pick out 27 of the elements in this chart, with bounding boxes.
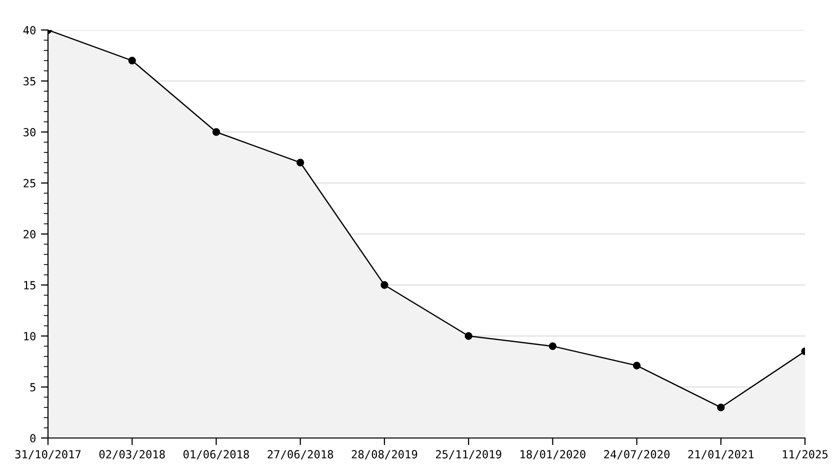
- y-tick-label: 15: [24, 281, 36, 290]
- point: [548, 342, 556, 350]
- y-tick-label: 5: [30, 383, 36, 392]
- point: [717, 404, 725, 412]
- point: [464, 332, 472, 340]
- point: [632, 362, 641, 370]
- x-tick-label: 21/01/2021: [688, 450, 754, 460]
- point: [380, 281, 388, 289]
- x-tick-label: 31/10/2017: [15, 450, 81, 460]
- x-tick-label: 18/01/2020: [520, 450, 586, 460]
- y-tick-label: 0: [30, 434, 36, 442]
- y-tick-label: 10: [24, 332, 36, 340]
- x-tick-label: 28/08/2019: [352, 450, 418, 460]
- x-tick-label: 27/06/2018: [268, 450, 334, 460]
- x-tick-label: 01/06/2018: [184, 450, 249, 460]
- point: [212, 128, 220, 136]
- point: [128, 56, 136, 64]
- x-tick-label: 25/11/2019: [436, 450, 502, 460]
- x-tick-label: 02/03/2018: [99, 450, 165, 460]
- y-tick-label: 40: [23, 26, 36, 34]
- y-tick-label: 20: [24, 230, 36, 238]
- y-tick-label: 25: [24, 179, 36, 188]
- point: [296, 158, 304, 166]
- y-tick-label: 30: [24, 128, 36, 136]
- x-tick-label: 24/07/2020: [604, 450, 670, 460]
- x-tick-label: 11/2025: [782, 450, 828, 460]
- y-tick-label: 35: [24, 77, 36, 86]
